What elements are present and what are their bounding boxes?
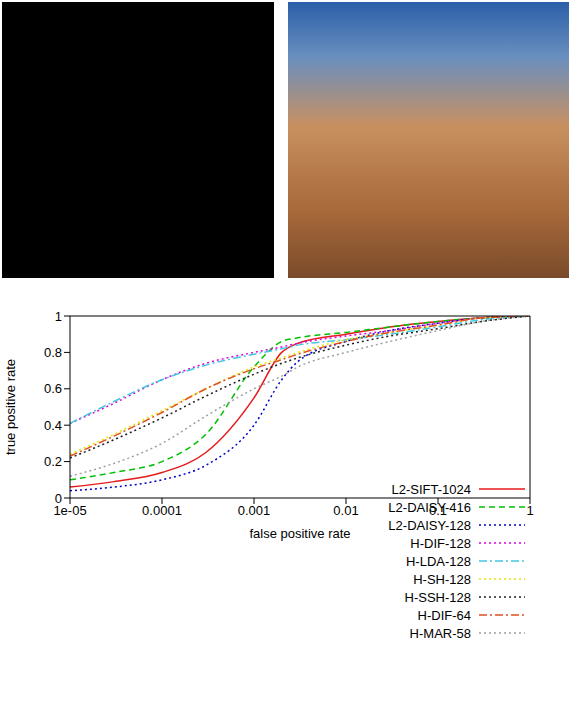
svg-text:0.2: 0.2 <box>44 454 62 469</box>
svg-text:false positive rate: false positive rate <box>249 526 350 541</box>
svg-text:0.01: 0.01 <box>333 503 358 518</box>
svg-text:0.6: 0.6 <box>44 381 62 396</box>
svg-text:0.1: 0.1 <box>429 503 447 518</box>
svg-text:1: 1 <box>55 309 62 324</box>
svg-text:0.4: 0.4 <box>44 418 62 433</box>
svg-text:0.001: 0.001 <box>238 503 271 518</box>
svg-text:true positive rate: true positive rate <box>3 359 18 455</box>
svg-text:0: 0 <box>55 491 62 506</box>
svg-text:0.8: 0.8 <box>44 345 62 360</box>
svg-text:0.0001: 0.0001 <box>142 503 182 518</box>
svg-text:1: 1 <box>526 503 533 518</box>
